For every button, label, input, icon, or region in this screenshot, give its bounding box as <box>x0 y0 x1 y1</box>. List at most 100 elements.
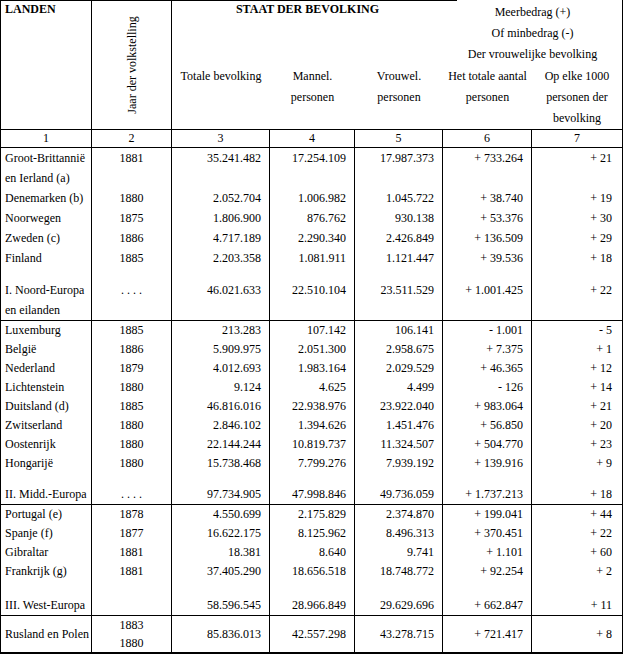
total-population-cell: 18.381 <box>172 543 270 562</box>
subheader-female-persons: Vrouwel. personen <box>355 66 443 108</box>
table-row: Rusland en Polen1883188085.836.01342.557… <box>1 616 622 652</box>
male-persons-cell: 1.983.164 <box>270 359 355 378</box>
population-state-group: STAAT DER BEVOLKING Totale bevolking Man… <box>172 0 443 129</box>
per-1000-cell: + 12 <box>532 359 622 378</box>
male-persons-cell: 42.557.298 <box>270 616 355 652</box>
country-cell: Finland <box>1 248 92 268</box>
census-year-header-cell: Jaar der volkstelling <box>92 0 172 129</box>
difference-cell: + 1.101 <box>443 543 532 562</box>
population-statistics-table: LANDEN Jaar der volkstelling STAAT DER B… <box>0 0 623 654</box>
table-row: III. West-Europa58.596.54528.966.84929.6… <box>1 596 622 615</box>
male-persons-cell: 10.819.737 <box>270 435 355 454</box>
census-year-cell: 1880 <box>92 435 172 454</box>
table-row: Denemarken (b)18802.052.7041.006.9821.04… <box>1 188 622 208</box>
female-surplus-group: Meerbedrag (+) Of minbedrag (-) Der vrou… <box>443 0 622 129</box>
table-row: II. Midd.-Europa. . . .97.734.90547.998.… <box>1 485 622 504</box>
total-population-cell: 37.405.290 <box>172 562 270 581</box>
total-population-cell: 46.816.016 <box>172 397 270 416</box>
total-population-cell: 5.909.975 <box>172 340 270 359</box>
per-1000-cell: + 1 <box>532 340 622 359</box>
female-persons-cell: 1.451.476 <box>355 416 443 435</box>
column-number-6: 6 <box>443 130 532 147</box>
female-persons-cell: 2.374.870 <box>355 505 443 524</box>
country-cell: Oostenrijk <box>1 435 92 454</box>
female-persons-cell: 11.324.507 <box>355 435 443 454</box>
male-persons-cell <box>270 581 355 596</box>
difference-cell: + 39.536 <box>443 248 532 268</box>
male-persons-cell: 22.938.976 <box>270 397 355 416</box>
female-persons-cell: 9.741 <box>355 543 443 562</box>
female-surplus-title: Meerbedrag (+) Of minbedrag (-) Der vrou… <box>443 0 622 66</box>
per-1000-cell: + 8 <box>532 616 622 652</box>
difference-cell: + 139.916 <box>443 454 532 473</box>
census-year-cell <box>92 473 172 485</box>
column-number-7: 7 <box>532 130 622 147</box>
per-1000-cell: + 21 <box>532 397 622 416</box>
total-population-cell <box>172 268 270 280</box>
total-population-cell: 213.283 <box>172 321 270 340</box>
country-cell: Portugal (e) <box>1 505 92 524</box>
table-row: Zwitserland18802.846.1021.394.6261.451.4… <box>1 416 622 435</box>
difference-cell: + 46.365 <box>443 359 532 378</box>
census-year-cell: 1880 <box>92 454 172 473</box>
difference-cell <box>443 268 532 280</box>
male-persons-cell: 1.394.626 <box>270 416 355 435</box>
difference-cell: + 56.850 <box>443 416 532 435</box>
spacer-row <box>1 473 622 485</box>
difference-cell: - 1.001 <box>443 321 532 340</box>
total-population-cell: 9.124 <box>172 378 270 397</box>
table-row: Noorwegen18751.806.900876.762930.138+ 53… <box>1 208 622 228</box>
total-population-cell: 1.806.900 <box>172 208 270 228</box>
total-population-cell: 4.012.693 <box>172 359 270 378</box>
table-section: Rusland en Polen1883188085.836.01342.557… <box>1 616 622 652</box>
male-persons-cell: 7.799.276 <box>270 454 355 473</box>
column-number-1: 1 <box>1 130 92 147</box>
country-cell: II. Midd.-Europa <box>1 485 92 504</box>
difference-cell <box>443 473 532 485</box>
census-year-cell <box>92 596 172 615</box>
total-population-cell: 4.550.699 <box>172 505 270 524</box>
country-cell: Zwitserland <box>1 416 92 435</box>
per-1000-cell: + 18 <box>532 248 622 268</box>
country-cell: Spanje (f) <box>1 524 92 543</box>
female-persons-cell <box>355 268 443 280</box>
table-row: Luxemburg1885213.283107.142106.141- 1.00… <box>1 321 622 340</box>
female-persons-cell: 2.958.675 <box>355 340 443 359</box>
per-1000-cell: + 19 <box>532 188 622 208</box>
per-1000-cell: + 22 <box>532 524 622 543</box>
difference-cell: + 983.064 <box>443 397 532 416</box>
difference-cell: + 1.737.213 <box>443 485 532 504</box>
difference-cell: + 1.001.425 <box>443 280 532 320</box>
total-population-cell: 16.622.175 <box>172 524 270 543</box>
female-persons-cell: 1.121.447 <box>355 248 443 268</box>
total-population-cell: 58.596.545 <box>172 596 270 615</box>
landen-title: LANDEN <box>5 2 56 16</box>
census-year-cell: 1885 <box>92 321 172 340</box>
column-numbers-row: 1 2 3 4 5 6 7 <box>1 130 622 148</box>
per-1000-cell <box>532 473 622 485</box>
country-cell: Denemarken (b) <box>1 188 92 208</box>
landen-header-cell: LANDEN <box>1 0 92 129</box>
table-row: Lichtenstein18809.1244.6254.499- 126+ 14 <box>1 378 622 397</box>
female-persons-cell: 106.141 <box>355 321 443 340</box>
surplus-subheaders: Het totale aantal personen Op elke 1000 … <box>443 66 622 129</box>
male-persons-cell: 18.656.518 <box>270 562 355 581</box>
country-cell <box>1 268 92 280</box>
country-cell: Zweden (c) <box>1 228 92 248</box>
difference-cell: + 662.847 <box>443 596 532 615</box>
country-cell <box>1 581 92 596</box>
male-persons-cell: 17.254.109 <box>270 148 355 188</box>
country-cell: III. West-Europa <box>1 596 92 615</box>
population-state-title: STAAT DER BEVOLKING <box>172 0 443 66</box>
per-1000-cell: + 21 <box>532 148 622 188</box>
table-section: Groot-Brittanniëen Ierland (a)188135.241… <box>1 148 622 321</box>
census-year-cell: 18831880 <box>92 616 172 652</box>
table-row: Nederland18794.012.6931.983.1642.029.529… <box>1 359 622 378</box>
difference-cell: + 199.041 <box>443 505 532 524</box>
male-persons-cell: 876.762 <box>270 208 355 228</box>
total-population-cell: 4.717.189 <box>172 228 270 248</box>
table-row: Zweden (c)18864.717.1892.290.3402.426.84… <box>1 228 622 248</box>
census-year-cell: 1885 <box>92 397 172 416</box>
census-year-cell: 1881 <box>92 148 172 188</box>
column-number-5: 5 <box>355 130 443 147</box>
